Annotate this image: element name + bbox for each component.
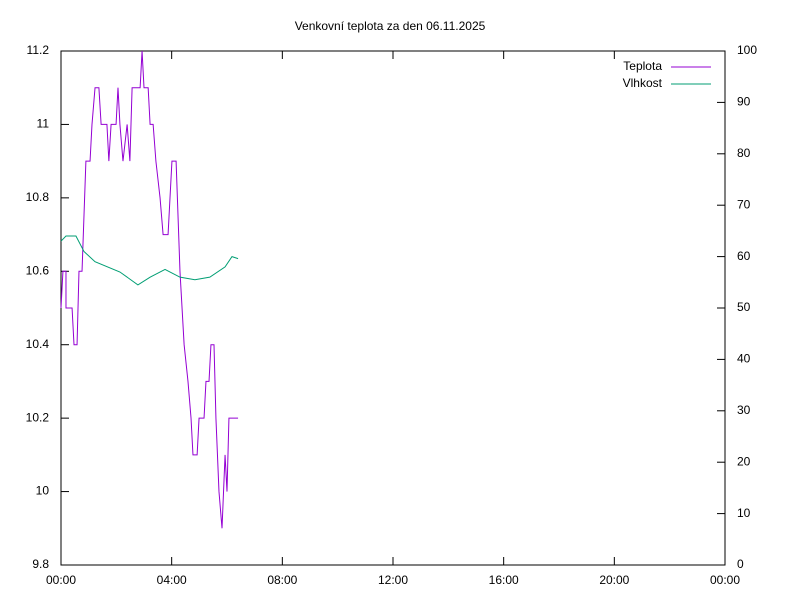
y-tick-label: 10.2 [26,410,50,424]
chart-title: Venkovní teplota za den 06.11.2025 [295,19,486,33]
series-line [60,235,239,286]
y2-tick-label: 90 [737,95,751,109]
legend-label: Vlhkost [623,76,663,90]
legend-label: Teplota [623,59,662,73]
y-tick-label: 10 [36,484,50,498]
y-tick-label: 9.8 [32,557,49,571]
y2-tick-label: 10 [737,506,751,520]
y2-tick-label: 60 [737,249,751,263]
y2-tick-label: 20 [737,454,751,468]
plot-border [60,50,726,566]
x-tick-label: 00:00 [710,573,740,587]
y2-tick-label: 0 [737,557,744,571]
x-tick-label: 04:00 [157,573,187,587]
y-tick-label: 10.4 [26,337,50,351]
y2-tick-label: 50 [737,300,751,314]
y-tick-label: 11 [37,117,50,131]
y-tick-label: 10.6 [26,263,50,277]
y-tick-label: 11.2 [27,43,50,57]
x-tick-label: 08:00 [267,573,297,587]
x-tick-label: 16:00 [489,573,519,587]
y2-tick-label: 40 [737,352,751,366]
x-tick-label: 00:00 [46,573,76,587]
x-tick-label: 12:00 [378,573,408,587]
y2-tick-label: 30 [737,403,751,417]
y-tick-label: 10.8 [26,190,50,204]
series-line [60,50,239,529]
y2-tick-label: 80 [737,146,751,160]
y2-tick-label: 70 [737,197,751,211]
y2-tick-label: 100 [737,43,757,57]
x-tick-label: 20:00 [599,573,629,587]
